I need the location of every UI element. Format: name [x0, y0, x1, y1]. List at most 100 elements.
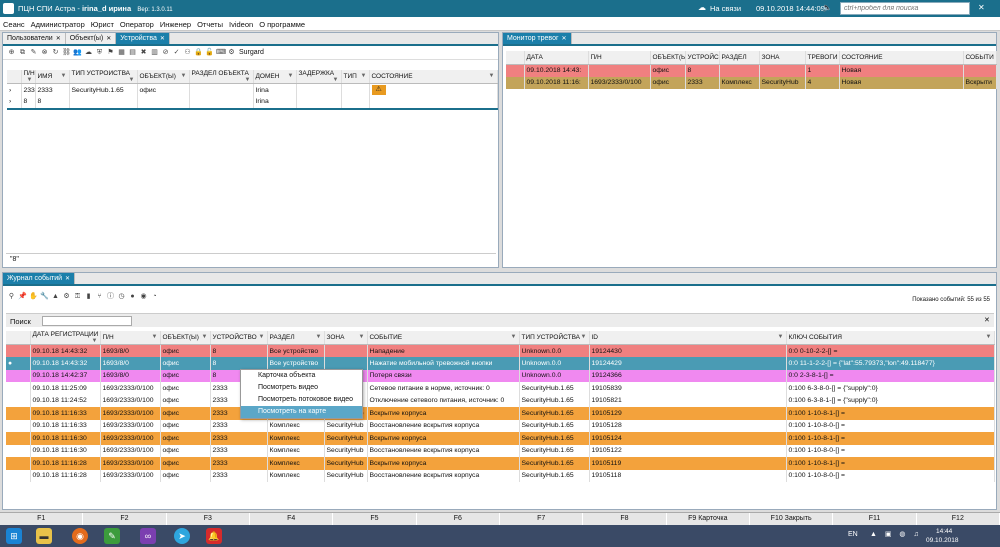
column-header[interactable]: ОБЪЕКТ(Ы): [650, 51, 686, 65]
astra-app-icon[interactable]: 🔔: [206, 528, 222, 544]
filter-icon[interactable]: ▼: [315, 334, 322, 340]
column-header[interactable]: ЗОНА ▼: [324, 331, 368, 345]
function-key[interactable]: F10 Закрыть: [750, 513, 834, 525]
filter-icon[interactable]: ▼: [985, 334, 992, 340]
filter-icon[interactable]: ▼: [60, 73, 67, 79]
tab-close-icon[interactable]: ✕: [106, 36, 112, 42]
devices-filter[interactable]: "8": [6, 253, 496, 265]
column-header[interactable]: РАЗДЕЛ: [719, 51, 760, 65]
keyboard-icon[interactable]: ⌨: [216, 49, 227, 56]
global-search-input[interactable]: [840, 2, 970, 15]
column-header[interactable]: СОБЫТИЕ ▼: [367, 331, 520, 345]
clock-icon[interactable]: ◔: [152, 293, 157, 300]
column-header[interactable]: П/Н ▼: [100, 331, 161, 345]
firefox-icon[interactable]: ◉: [72, 528, 88, 544]
expand-icon[interactable]: ›: [7, 83, 22, 96]
edit-icon[interactable]: ✎: [30, 49, 37, 56]
filter-icon[interactable]: ▼: [128, 77, 135, 83]
settings-icon[interactable]: ⚙: [228, 49, 235, 56]
context-menu-item[interactable]: Посмотреть видео: [258, 384, 319, 391]
filter-icon[interactable]: ▼: [91, 338, 98, 344]
event-row[interactable]: 09.10.18 11:16:30 1693/2333/0/100 офис 2333…: [6, 432, 995, 445]
column-header[interactable]: СОСТОЯНИЕ: [839, 51, 964, 65]
column-header[interactable]: РАЗДЕЛ ОБЪЕКТА ▼: [189, 70, 254, 84]
column-header[interactable]: [506, 51, 525, 65]
table-row[interactable]: › 8 8 Irina: [7, 96, 498, 109]
column-header[interactable]: ТИП ▼: [341, 70, 370, 84]
tab-close-icon[interactable]: ✕: [159, 36, 165, 42]
flag-icon[interactable]: ⚑: [107, 49, 114, 56]
visualstudio-icon[interactable]: ∞: [140, 528, 156, 544]
tab-event-journal[interactable]: Журнал событий ✕: [3, 273, 76, 284]
history-icon[interactable]: ◷: [118, 293, 125, 300]
column-header[interactable]: ТИП УСТРОЙСТВА ▼: [69, 70, 138, 84]
column-header[interactable]: ДАТА: [524, 51, 589, 65]
function-key[interactable]: F3: [167, 513, 250, 525]
alarm-row[interactable]: 09.10.2018 14:43: офис 8 1 Новая: [506, 64, 997, 77]
column-header[interactable]: П/Н: [588, 51, 651, 65]
column-header[interactable]: ТРЕВОГИ: [805, 51, 840, 65]
event-row[interactable]: 09.10.18 11:24:52 1693/2333/0/100 офис 2333…: [6, 394, 995, 407]
menu-item[interactable]: Юрист: [90, 20, 114, 29]
grid-add-icon[interactable]: ▤: [129, 49, 136, 56]
language-indicator[interactable]: EN: [848, 531, 858, 538]
event-row[interactable]: 09.10.18 11:16:33 1693/2333/0/100 офис 2333…: [6, 407, 995, 420]
users-icon[interactable]: 👥: [73, 49, 82, 56]
filter-icon[interactable]: ▼: [151, 334, 158, 340]
cloud-upload-icon[interactable]: ☁: [85, 49, 92, 56]
tray-icons[interactable]: ▲ ▣ ◍ ♫: [870, 531, 922, 538]
filter-icon[interactable]: ▼: [360, 73, 367, 79]
filter-icon[interactable]: ▼: [332, 77, 339, 83]
column-header[interactable]: ТИП УСТРОЙСТВА ▼: [519, 331, 590, 345]
folder-icon[interactable]: ▬: [36, 528, 52, 544]
filter-icon[interactable]: ▼: [180, 73, 187, 79]
add-icon[interactable]: ⊕: [8, 49, 15, 56]
filter-icon[interactable]: ▼: [287, 73, 294, 79]
column-header[interactable]: УСТРОЙСТВО ▼: [210, 331, 268, 345]
warning-icon[interactable]: ▲: [52, 293, 59, 300]
event-row[interactable]: 09.10.18 11:16:28 1693/2333/0/100 офис 2333…: [6, 457, 995, 470]
filter-icon[interactable]: ▼: [26, 77, 33, 83]
function-key[interactable]: F11: [833, 513, 917, 525]
link-icon[interactable]: ⛓: [62, 49, 71, 56]
menu-item[interactable]: Ivideon: [229, 20, 254, 29]
tab-close-icon[interactable]: ✕: [55, 36, 61, 42]
context-menu-item[interactable]: Карточка объекта: [258, 372, 316, 379]
function-key[interactable]: F6: [417, 513, 500, 525]
telegram-icon[interactable]: ➤: [174, 528, 190, 544]
function-key[interactable]: F1: [0, 513, 84, 525]
column-header[interactable]: СОБЫТИ: [963, 51, 997, 65]
function-key[interactable]: F12: [917, 513, 1000, 525]
delete-icon[interactable]: ⊗: [41, 49, 48, 56]
event-row[interactable]: 09.10.18 14:43:32 1693/8/0 офис 8 Все устрой…: [6, 344, 995, 357]
filter-icon[interactable]: ⚲: [8, 293, 15, 300]
unlock-icon[interactable]: 🔓: [205, 49, 214, 56]
wrench-icon[interactable]: 🔧: [40, 293, 49, 300]
group-icon[interactable]: ⚇: [184, 49, 191, 56]
filter-icon[interactable]: ▼: [488, 73, 495, 79]
pin-icon[interactable]: 📌: [18, 293, 27, 300]
menu-item[interactable]: Сеанс: [3, 20, 25, 29]
column-header[interactable]: ДОМЕН ▼: [253, 70, 297, 84]
record-stop-icon[interactable]: ◉: [140, 293, 147, 300]
tab-close-icon[interactable]: ✕: [561, 36, 567, 42]
tab-left[interactable]: Устройства ✕: [116, 33, 170, 44]
event-row[interactable]: 09.10.18 11:16:30 1693/2333/0/100 офис 2333…: [6, 444, 995, 457]
tab-alarm-monitor[interactable]: Монитор тревог ✕: [503, 33, 572, 44]
column-header[interactable]: ЗАДЕРЖКА ▼: [296, 70, 342, 84]
tab-left[interactable]: Объект(ы) ✕: [65, 33, 117, 44]
share-icon[interactable]: ⑂: [97, 293, 102, 300]
column-header[interactable]: РАЗДЕЛ ▼: [267, 331, 325, 345]
function-key[interactable]: F9 Карточка: [667, 513, 750, 525]
column-header[interactable]: ID ▼: [589, 331, 787, 345]
column-header[interactable]: ОБЪЕКТ(Ы) ▼: [137, 70, 190, 84]
context-menu-item[interactable]: Посмотреть на карте: [241, 406, 362, 418]
menu-item[interactable]: Администратор: [30, 20, 85, 29]
arm-icon[interactable]: ⛨: [96, 49, 103, 56]
lock-icon[interactable]: 🔒: [194, 49, 203, 56]
clear-search-icon[interactable]: ✕: [984, 317, 990, 324]
record-icon[interactable]: ●: [130, 293, 135, 300]
function-key[interactable]: F4: [250, 513, 334, 525]
menu-item[interactable]: Отчеты: [197, 20, 223, 29]
expand-icon[interactable]: ›: [7, 96, 22, 109]
